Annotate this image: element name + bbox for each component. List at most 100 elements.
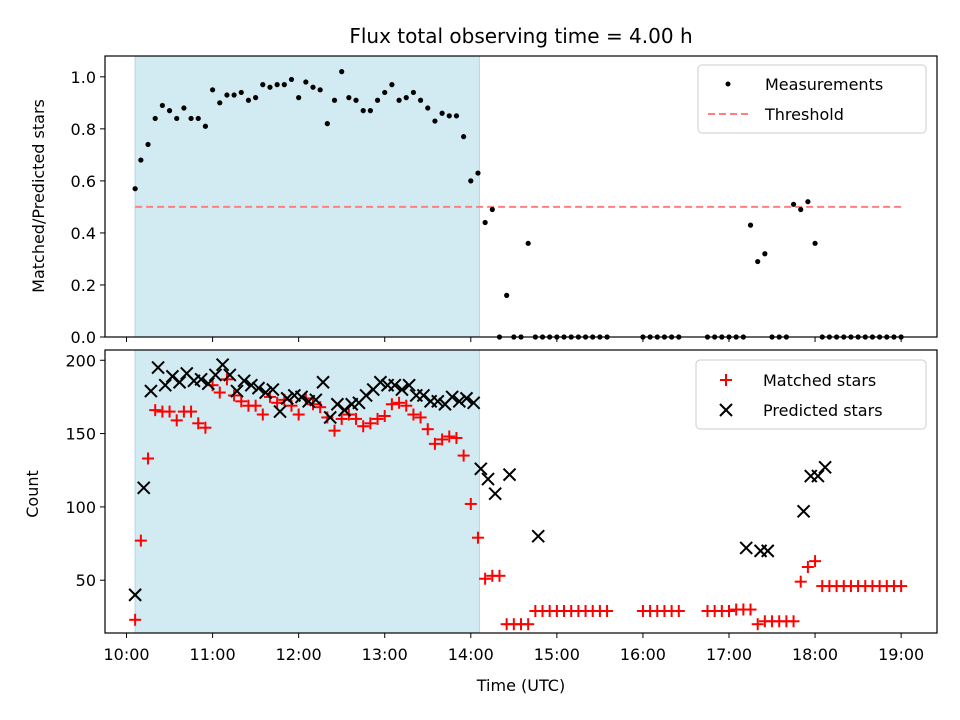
- predicted-star-point: [796, 504, 811, 519]
- measurement-point: [209, 87, 216, 93]
- bottom-x-tick-label: 16:00: [620, 645, 666, 664]
- predicted-star-point: [251, 381, 266, 395]
- matched-star-point: [213, 386, 226, 399]
- predicted-star-point: [201, 377, 215, 391]
- bottom-x-axis-ticks: 10:00 11:00 12:00 13:00 14:00 15:00 16:00 17:00…: [103, 633, 924, 664]
- predicted-star-point: [531, 529, 545, 543]
- measurement-point: [762, 251, 768, 257]
- measurement-point: [790, 201, 797, 207]
- predicted-star-point: [273, 404, 287, 419]
- matched-star-point: [450, 431, 463, 444]
- top-y-tick-label: 0.4: [71, 224, 96, 243]
- predicted-star-point: [223, 368, 237, 382]
- matched-star-point: [335, 412, 348, 425]
- predicted-star-point: [208, 368, 223, 382]
- predicted-star-point: [402, 378, 416, 392]
- measurement-point: [525, 240, 531, 246]
- predicted-star-point: [373, 375, 388, 389]
- measurement-point: [138, 157, 144, 163]
- measurement-point: [417, 97, 424, 103]
- matched-star-point: [414, 411, 427, 424]
- measurement-point: [403, 95, 409, 101]
- predicted-star-point: [258, 385, 273, 400]
- measurement-point: [367, 108, 373, 114]
- top-legend-box: [697, 64, 927, 134]
- matched-star-point: [744, 603, 757, 616]
- measurement-point: [274, 82, 280, 88]
- bottom-panel: 50 100 150 200 10:00 11:00 12:00 13:00 14:00 15:…: [23, 349, 938, 695]
- predicted-star-point: [431, 394, 445, 409]
- measurement-point: [260, 82, 266, 88]
- measurement-point: [489, 206, 495, 213]
- legend-label-predicted: Predicted stars: [763, 401, 883, 420]
- matched-star-point: [163, 405, 176, 418]
- matched-star-point: [400, 399, 413, 412]
- predicted-star-point: [144, 384, 158, 398]
- bottom-y-tick-label: 100: [65, 498, 96, 517]
- measurement-point: [475, 170, 481, 176]
- measurement-point: [439, 110, 445, 116]
- matched-star-point: [271, 396, 284, 409]
- predicted-star-point: [137, 481, 151, 495]
- predicted-star-point: [459, 391, 474, 406]
- top-y-axis-ticks: 0.0 0.2 0.4 0.6 0.8 1.0: [71, 68, 105, 347]
- measurement-point: [425, 105, 431, 111]
- measurement-point: [132, 186, 138, 192]
- matched-star-point: [142, 452, 155, 465]
- measurement-point: [303, 79, 309, 85]
- measurement-point: [504, 292, 510, 298]
- measurement-point: [461, 134, 467, 140]
- top-y-tick-label: 1.0: [71, 68, 96, 87]
- matched-star-point: [471, 531, 484, 544]
- measurement-point: [331, 97, 338, 103]
- bottom-axes-frame: [104, 349, 938, 634]
- measurement-point: [805, 199, 811, 205]
- predicted-star-point: [761, 544, 775, 558]
- predicted-star-point: [452, 394, 467, 409]
- measurement-point: [224, 92, 230, 98]
- predicted-star-point: [280, 391, 294, 406]
- predicted-star-point: [818, 460, 832, 475]
- legend-marker-predicted: [719, 403, 733, 417]
- measurement-point: [188, 115, 194, 122]
- measurement-point: [382, 89, 388, 96]
- predicted-star-point: [172, 375, 187, 389]
- top-y-tick-label: 0.6: [71, 172, 96, 191]
- observing-span-top: [134, 55, 480, 338]
- matched-star-point: [134, 534, 147, 547]
- matched-star-point: [479, 572, 492, 585]
- measurement-point: [174, 115, 180, 122]
- matched-star-point: [249, 399, 262, 412]
- matched-star-point: [407, 408, 420, 421]
- measurement-point: [410, 89, 417, 96]
- legend-label-matched: Matched stars: [763, 371, 876, 390]
- predicted-star-point: [194, 372, 208, 387]
- predicted-star-point: [316, 375, 330, 389]
- bottom-x-tick-label: 10:00: [103, 645, 149, 664]
- measurement-point: [432, 118, 438, 124]
- bottom-y-tick-label: 50: [76, 571, 96, 590]
- bottom-plot-marks: [128, 357, 908, 631]
- matched-star-point: [457, 449, 470, 462]
- matched-star-point: [220, 373, 233, 386]
- measurement-point: [145, 141, 151, 148]
- measurement-point: [324, 121, 330, 127]
- bottom-y-tick-label: 200: [65, 351, 96, 370]
- predicted-star-point: [474, 462, 488, 476]
- measurement-point: [231, 92, 237, 98]
- matched-star-point: [801, 561, 814, 574]
- matched-star-point: [723, 605, 735, 618]
- matched-star-point: [170, 414, 183, 427]
- measurement-point: [217, 100, 223, 106]
- legend-marker-matched: [720, 374, 732, 386]
- top-y-axis-label: Matched/Predicted stars: [29, 99, 48, 293]
- x-axis-label: Time (UTC): [476, 676, 565, 695]
- measurement-point: [360, 108, 366, 114]
- predicted-star-point: [128, 588, 142, 602]
- matched-star-point: [364, 417, 377, 430]
- bottom-x-tick-label: 11:00: [190, 645, 236, 664]
- bottom-legend: Matched stars Predicted stars: [695, 359, 927, 430]
- matched-star-point: [378, 409, 391, 422]
- bottom-legend-box: [695, 359, 927, 430]
- predicted-star-point: [215, 357, 230, 372]
